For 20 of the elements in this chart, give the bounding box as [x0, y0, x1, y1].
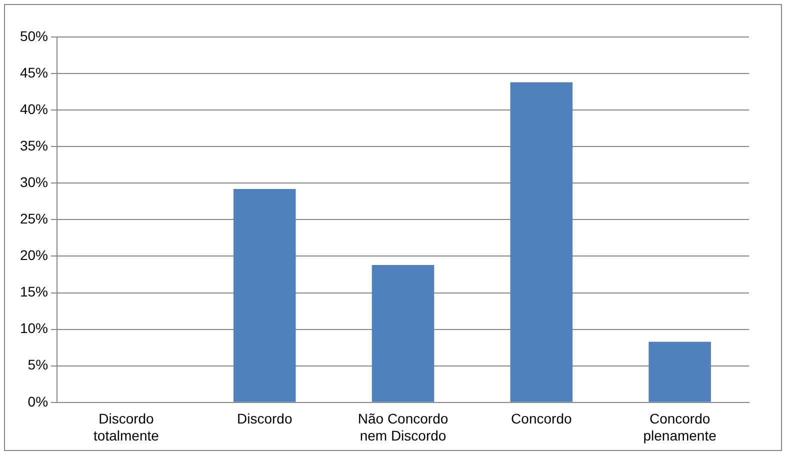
- y-tick-label: 30%: [20, 174, 48, 190]
- bar: [233, 189, 296, 402]
- x-tick-label: Não Concordo nem Discordo: [358, 410, 448, 444]
- y-tick-label: 40%: [20, 100, 48, 117]
- y-tick-label: 45%: [20, 64, 48, 80]
- y-tick-label: 50%: [20, 28, 48, 44]
- y-tick-label: 5%: [28, 356, 48, 373]
- bar: [648, 342, 711, 402]
- y-tick-label: 0%: [28, 393, 48, 410]
- bar: [510, 82, 573, 402]
- x-tick-label: Concordo plenamente: [643, 410, 717, 444]
- y-tick-label: 25%: [20, 210, 48, 227]
- y-tick-label: 35%: [20, 137, 48, 154]
- y-tick-label: 10%: [20, 320, 48, 336]
- x-tick-label: Concordo: [511, 410, 572, 427]
- x-tick-label: Discordo: [236, 410, 292, 427]
- y-tick-label: 15%: [20, 284, 48, 300]
- bar: [372, 265, 434, 402]
- x-tick-label: Discordo totalmente: [94, 410, 160, 444]
- y-tick-label: 20%: [20, 247, 48, 264]
